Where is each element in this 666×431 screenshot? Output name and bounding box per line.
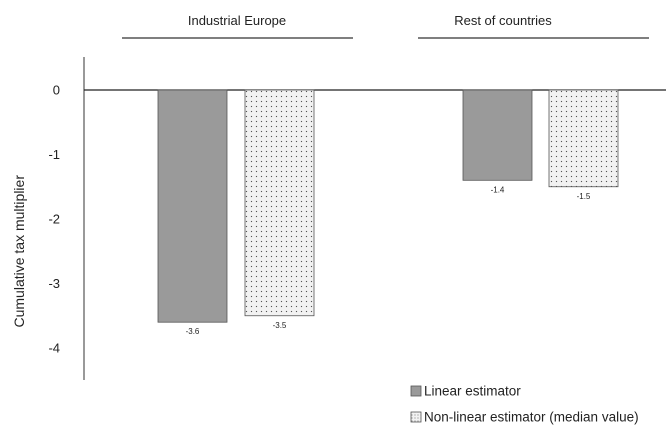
bar-linear-industrial-europe xyxy=(157,89,228,323)
y-axis-title: Cumulative tax multiplier xyxy=(11,175,27,328)
y-tick-label: 0 xyxy=(53,83,60,98)
bar-nonlinear-rest-of-countries xyxy=(548,89,619,188)
legend-swatch xyxy=(410,385,422,397)
y-tick-label: -3 xyxy=(48,276,60,291)
legend-swatch xyxy=(410,411,422,423)
data-label: -3.5 xyxy=(273,321,287,330)
legend-label: Non-linear estimator (median value) xyxy=(424,410,639,425)
data-label: -3.6 xyxy=(186,327,200,336)
y-tick-label: -1 xyxy=(48,147,60,162)
group-title: Industrial Europe xyxy=(188,13,286,28)
data-label: -1.5 xyxy=(577,192,591,201)
bar-linear-rest-of-countries xyxy=(462,89,533,181)
y-tick-label: -4 xyxy=(48,341,60,356)
legend-label: Linear estimator xyxy=(424,384,521,399)
bar-nonlinear-industrial-europe xyxy=(244,89,315,317)
data-label: -1.4 xyxy=(491,185,505,194)
group-title: Rest of countries xyxy=(454,13,552,28)
y-tick-label: -2 xyxy=(48,212,60,227)
